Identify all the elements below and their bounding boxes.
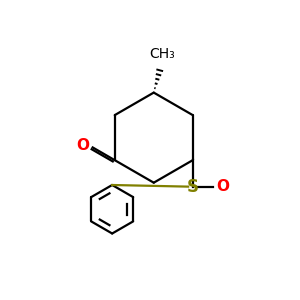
Text: O: O [76, 138, 89, 153]
Text: CH₃: CH₃ [149, 47, 175, 61]
Text: S: S [187, 178, 199, 196]
Text: O: O [216, 179, 229, 194]
